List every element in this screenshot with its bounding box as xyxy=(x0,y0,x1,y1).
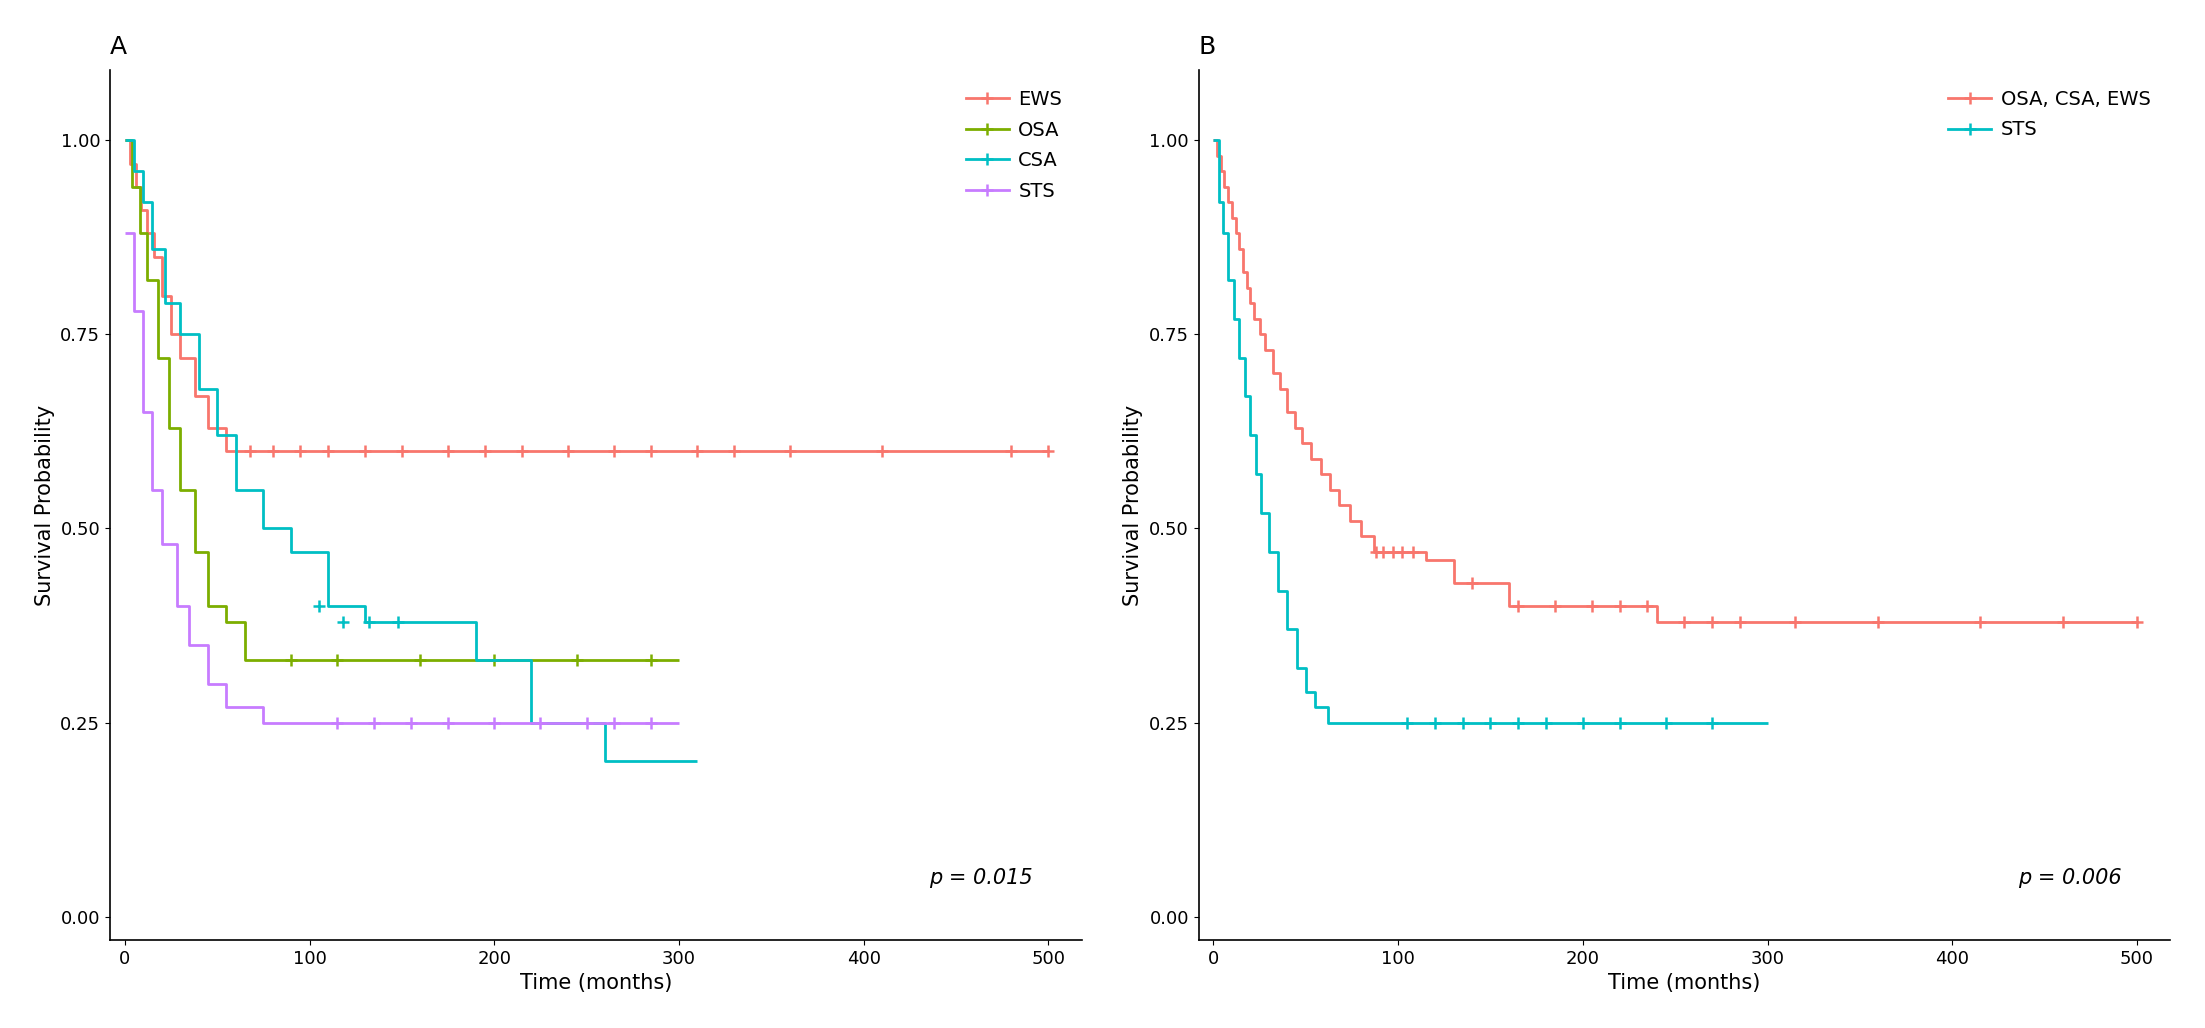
X-axis label: Time (months): Time (months) xyxy=(520,974,673,993)
Legend: EWS, OSA, CSA, STS: EWS, OSA, CSA, STS xyxy=(957,80,1072,211)
Text: B: B xyxy=(1200,35,1215,59)
Y-axis label: Survival Probability: Survival Probability xyxy=(1122,405,1144,605)
X-axis label: Time (months): Time (months) xyxy=(1607,974,1760,993)
Text: p = 0.006: p = 0.006 xyxy=(2018,868,2121,888)
Text: p = 0.015: p = 0.015 xyxy=(931,868,1034,888)
Y-axis label: Survival Probability: Survival Probability xyxy=(35,405,55,605)
Text: A: A xyxy=(110,35,128,59)
Legend: OSA, CSA, EWS, STS: OSA, CSA, EWS, STS xyxy=(1938,80,2161,149)
